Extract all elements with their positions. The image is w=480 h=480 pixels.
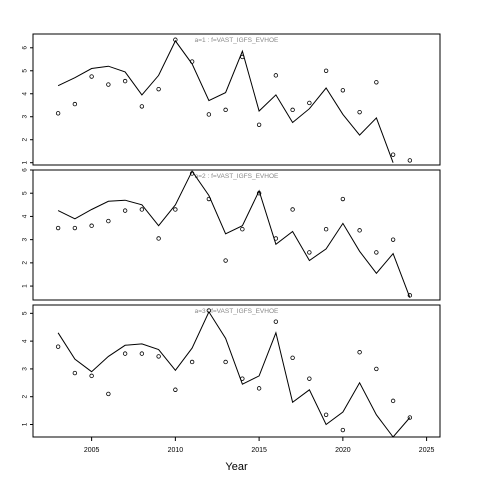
data-point: [390, 152, 396, 157]
data-point: [374, 366, 379, 372]
y-tick-label: 2: [22, 395, 29, 399]
data-point: [173, 37, 178, 42]
x-tick-label: 2020: [335, 447, 351, 454]
data-point: [72, 101, 78, 107]
data-point: [340, 88, 346, 93]
data-point: [290, 107, 295, 113]
y-tick-label: 3: [22, 115, 29, 119]
y-tick-label: 1: [22, 161, 29, 165]
data-point: [189, 359, 195, 365]
data-point: [407, 415, 413, 420]
data-point: [357, 228, 362, 233]
data-point: [55, 344, 61, 349]
data-point: [323, 412, 329, 417]
data-point: [223, 359, 228, 365]
y-tick-label: 4: [22, 92, 29, 96]
data-point: [390, 398, 396, 404]
data-point: [374, 80, 379, 85]
data-point: [340, 196, 346, 202]
data-point: [122, 78, 128, 84]
y-tick-label: 1: [22, 422, 29, 426]
y-tick-label: 3: [22, 237, 29, 241]
data-point: [72, 370, 78, 376]
data-point: [256, 386, 262, 391]
data-point: [106, 391, 111, 397]
y-tick-label: 6: [22, 168, 29, 172]
series-line-panel-2: [57, 170, 411, 298]
x-tick-label: 2010: [168, 447, 184, 454]
data-point: [290, 207, 295, 212]
data-point: [122, 208, 128, 213]
data-point: [72, 225, 78, 231]
data-point: [139, 207, 145, 212]
panel-frame-2: [32, 169, 441, 301]
y-tick-label: 5: [22, 311, 29, 315]
series-line-panel-1: [57, 39, 394, 163]
panel-label-3: a=3 : f=VAST_IGFS_EVHOE: [195, 308, 279, 315]
data-point: [206, 308, 212, 313]
data-point: [374, 250, 379, 255]
data-point: [357, 350, 362, 355]
data-point: [55, 111, 61, 116]
data-point: [357, 109, 362, 115]
y-tick-label: 2: [22, 261, 29, 265]
panel-frame-1: [32, 33, 441, 166]
data-point: [156, 354, 161, 359]
data-point: [156, 236, 161, 241]
data-point: [106, 82, 111, 87]
data-point: [240, 54, 245, 60]
data-point: [189, 59, 195, 64]
data-point: [307, 250, 312, 255]
data-point: [89, 74, 94, 79]
data-point: [340, 427, 346, 433]
x-tick-label: 2005: [84, 447, 100, 454]
panel-frame-3: [32, 304, 441, 438]
y-tick-label: 4: [22, 214, 29, 218]
data-point: [323, 68, 329, 73]
data-point: [206, 112, 212, 117]
data-point: [106, 218, 111, 224]
data-point: [223, 107, 228, 113]
data-point: [240, 376, 245, 381]
data-point: [55, 225, 61, 231]
data-point: [240, 226, 245, 232]
y-tick-label: 1: [22, 284, 29, 288]
data-point: [139, 104, 145, 109]
data-point: [173, 207, 178, 212]
data-point: [323, 226, 329, 232]
y-tick-label: 4: [22, 339, 29, 343]
data-point: [139, 351, 145, 356]
data-point: [290, 355, 295, 360]
data-point: [407, 293, 413, 298]
data-point: [407, 158, 413, 163]
series-line-panel-3: [57, 310, 411, 438]
data-point: [122, 351, 128, 356]
y-tick-label: 3: [22, 367, 29, 371]
y-tick-label: 2: [22, 138, 29, 142]
x-axis-title: Year: [225, 461, 248, 473]
data-point: [273, 319, 279, 324]
data-point: [89, 223, 94, 228]
data-point: [89, 373, 94, 379]
y-tick-label: 5: [22, 69, 29, 73]
y-tick-label: 5: [22, 191, 29, 195]
data-point: [390, 237, 396, 242]
data-point: [156, 86, 161, 92]
data-point: [256, 122, 262, 127]
data-point: [256, 191, 262, 196]
data-point: [273, 236, 279, 241]
x-tick-label: 2025: [419, 447, 435, 454]
data-point: [173, 387, 178, 392]
x-tick-label: 2015: [251, 447, 267, 454]
y-tick-label: 6: [22, 46, 29, 50]
data-point: [307, 376, 312, 381]
data-point: [206, 196, 212, 202]
panel-label-1: a=1 : f=VAST_IGFS_EVHOE: [195, 37, 279, 44]
data-point: [307, 100, 312, 106]
data-point: [189, 171, 195, 176]
panel-label-2: a=2 : f=VAST_IGFS_EVHOE: [195, 173, 279, 180]
data-point: [223, 258, 228, 263]
data-point: [273, 73, 279, 78]
